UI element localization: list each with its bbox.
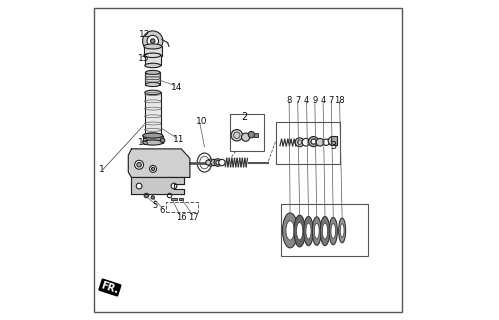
Bar (145, 72, 160, 84)
Text: 10: 10 (196, 117, 207, 126)
Text: 5: 5 (153, 202, 158, 211)
Ellipse shape (143, 133, 163, 138)
Text: 13: 13 (138, 138, 149, 147)
Circle shape (206, 160, 211, 165)
Ellipse shape (331, 224, 335, 239)
Text: 2: 2 (242, 112, 248, 122)
Text: 4: 4 (304, 96, 309, 105)
Circle shape (311, 139, 316, 144)
Bar (143, 136, 163, 142)
Bar (281, 204, 367, 256)
Circle shape (216, 161, 220, 164)
Circle shape (136, 183, 142, 189)
Bar (172, 198, 177, 200)
Ellipse shape (320, 216, 330, 246)
Ellipse shape (286, 221, 294, 240)
Ellipse shape (145, 83, 160, 87)
Ellipse shape (145, 63, 161, 68)
Bar (230, 114, 264, 151)
Text: 7: 7 (295, 96, 300, 105)
Bar (179, 198, 183, 200)
Circle shape (248, 132, 254, 138)
Circle shape (135, 160, 144, 169)
Circle shape (207, 159, 214, 166)
Circle shape (308, 137, 319, 147)
Ellipse shape (306, 223, 311, 239)
Circle shape (295, 138, 304, 147)
Bar (331, 136, 337, 145)
Ellipse shape (144, 44, 162, 49)
Circle shape (211, 159, 217, 166)
Ellipse shape (143, 140, 163, 145)
Ellipse shape (312, 217, 321, 245)
Text: FR.: FR. (100, 280, 120, 295)
Ellipse shape (322, 223, 328, 239)
Bar (275, 122, 340, 164)
Text: 11: 11 (173, 135, 184, 144)
Circle shape (316, 139, 324, 146)
Polygon shape (132, 178, 184, 194)
Circle shape (151, 196, 154, 199)
Ellipse shape (144, 53, 162, 59)
Text: 4: 4 (320, 96, 326, 105)
Polygon shape (128, 149, 190, 178)
Ellipse shape (339, 218, 346, 243)
Circle shape (231, 130, 243, 141)
Circle shape (150, 165, 157, 172)
Circle shape (152, 167, 155, 171)
Ellipse shape (282, 213, 298, 248)
Ellipse shape (145, 70, 160, 75)
Bar (254, 133, 258, 137)
Text: 12: 12 (139, 30, 151, 39)
Text: 15: 15 (138, 54, 149, 63)
Text: 8: 8 (286, 96, 292, 105)
Text: 9: 9 (312, 96, 317, 105)
Text: 16: 16 (176, 213, 187, 222)
Circle shape (147, 35, 159, 47)
Circle shape (171, 183, 177, 189)
Text: 3: 3 (330, 141, 336, 151)
Circle shape (242, 133, 250, 141)
Text: 1: 1 (99, 165, 105, 174)
Ellipse shape (340, 224, 344, 237)
Circle shape (219, 159, 225, 166)
Text: 14: 14 (171, 83, 182, 92)
Circle shape (167, 193, 172, 198)
Text: 6: 6 (159, 206, 165, 215)
Text: 18: 18 (334, 96, 345, 105)
Circle shape (214, 159, 222, 166)
Ellipse shape (294, 215, 305, 247)
Circle shape (137, 163, 141, 167)
Circle shape (328, 137, 337, 145)
Bar (144, 46, 162, 56)
Ellipse shape (145, 133, 161, 138)
Ellipse shape (145, 53, 161, 58)
Bar (145, 55, 161, 66)
Circle shape (151, 39, 155, 43)
Text: 17: 17 (189, 213, 199, 222)
Ellipse shape (296, 222, 303, 240)
Ellipse shape (314, 223, 319, 239)
Text: 7: 7 (329, 96, 334, 105)
Ellipse shape (329, 217, 337, 245)
Circle shape (144, 193, 149, 198)
Ellipse shape (304, 216, 313, 246)
Bar (145, 92, 161, 135)
Circle shape (143, 31, 163, 51)
Ellipse shape (145, 90, 161, 95)
Circle shape (160, 138, 165, 142)
Circle shape (302, 139, 310, 146)
